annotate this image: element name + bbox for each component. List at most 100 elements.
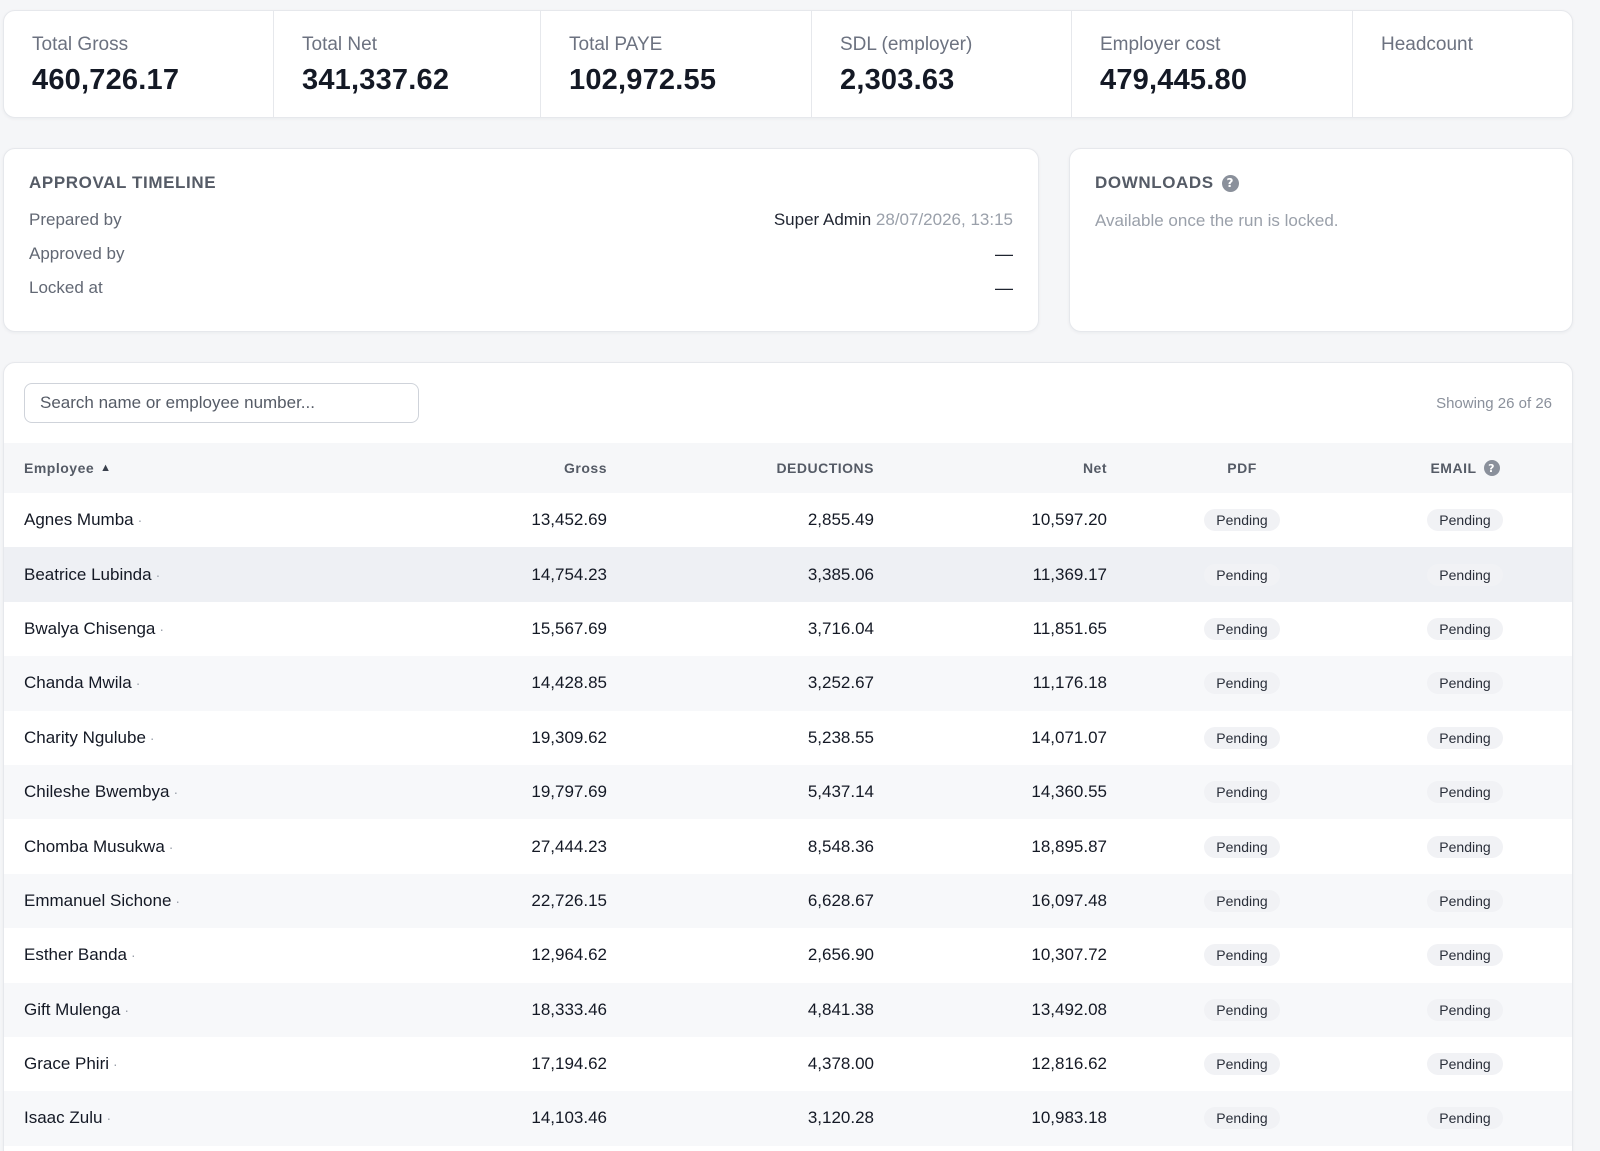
gross-cell: 14,103.46: [531, 1108, 607, 1128]
employee-name[interactable]: Chileshe Bwembya: [24, 782, 170, 802]
employee-name[interactable]: Chomba Musukwa: [24, 836, 165, 856]
table-row[interactable]: Charity Ngulube · 19,309.62 5,238.55 14,071.…: [4, 711, 1572, 765]
net-cell: 11,851.65: [1032, 618, 1107, 638]
email-status-cell: Pending: [1410, 602, 1520, 656]
gross-cell: 15,567.69: [531, 618, 607, 638]
search-input[interactable]: [24, 383, 419, 423]
employee-name[interactable]: Bwalya Chisenga: [24, 618, 156, 638]
email-status-cell: Pending: [1410, 819, 1520, 873]
email-status-badge: Pending: [1427, 672, 1503, 695]
deductions-cell: 3,716.04: [807, 618, 874, 638]
employee-name[interactable]: Chanda Mwila: [24, 673, 132, 693]
email-header-label: EMAIL: [1430, 460, 1477, 476]
table-header: Employee ▲ Gross DEDUCTIONS Net PDF EMAI…: [4, 443, 1572, 493]
column-header-gross[interactable]: Gross: [564, 460, 607, 476]
column-header-deductions[interactable]: DEDUCTIONS: [776, 460, 874, 476]
email-status-badge: Pending: [1427, 998, 1503, 1021]
gross-cell: 17,194.62: [531, 1054, 607, 1074]
separator-dot-icon: ·: [175, 892, 181, 909]
pdf-status-cell: Pending: [1187, 711, 1297, 765]
email-status-badge: Pending: [1427, 944, 1503, 967]
email-status-cell: Pending: [1410, 983, 1520, 1037]
separator-dot-icon: ·: [137, 512, 143, 529]
employee-cell: Chomba Musukwa ·: [24, 819, 173, 873]
approved-by-label: Approved by: [29, 244, 125, 263]
table-row[interactable]: Grace Phiri · 17,194.62 4,378.00 12,816.62 Pe…: [4, 1037, 1572, 1091]
approval-timeline-title: APPROVAL TIMELINE: [29, 173, 217, 192]
column-header-employee[interactable]: Employee ▲: [24, 443, 112, 493]
table-row[interactable]: Isaac Zulu · 14,103.46 3,120.28 10,983.18 Pen…: [4, 1091, 1572, 1146]
gross-cell: 22,726.15: [531, 890, 607, 910]
employee-name[interactable]: Charity Ngulube: [24, 727, 146, 747]
stat-employer-cost: Employer cost 479,445.80: [1072, 11, 1353, 117]
showing-count: Showing 26 of 26: [1436, 395, 1552, 412]
pdf-status-cell: Pending: [1187, 765, 1297, 819]
employee-name[interactable]: Gift Mulenga: [24, 999, 121, 1019]
employee-header-label: Employee: [24, 460, 95, 476]
column-header-email: EMAIL ?: [1410, 443, 1520, 493]
email-status-cell: Pending: [1410, 547, 1520, 601]
employee-name[interactable]: Grace Phiri: [24, 1054, 110, 1074]
pdf-status-badge: Pending: [1204, 781, 1280, 804]
table-row[interactable]: Emmanuel Sichone · 22,726.15 6,628.67 16,097…: [4, 873, 1572, 929]
stat-value: 479,445.80: [1100, 64, 1248, 96]
deductions-cell: 3,385.06: [807, 564, 874, 584]
employee-name[interactable]: Esther Banda: [24, 945, 128, 965]
downloads-message: Available once the run is locked.: [1095, 211, 1339, 230]
email-status-badge: Pending: [1427, 835, 1503, 858]
deductions-cell: 6,628.67: [807, 890, 874, 910]
pdf-status-badge: Pending: [1204, 1107, 1280, 1130]
stat-label: Total Gross: [32, 34, 129, 55]
pdf-status-badge: Pending: [1204, 563, 1280, 586]
email-status-badge: Pending: [1427, 1107, 1503, 1130]
table-row[interactable]: Agnes Mumba · 13,452.69 2,855.49 10,597.20 Pe…: [4, 493, 1572, 547]
approval-timeline-card: APPROVAL TIMELINE Prepared by Super Admi…: [3, 148, 1039, 332]
separator-dot-icon: ·: [159, 620, 165, 637]
net-cell: 10,983.18: [1031, 1108, 1107, 1128]
email-status-cell: Pending: [1410, 493, 1520, 547]
pdf-status-badge: Pending: [1204, 944, 1280, 967]
employee-cell: Chanda Mwila ·: [24, 656, 140, 710]
payslip-table-card: Showing 26 of 26 Employee ▲ Gross DEDUCT…: [3, 362, 1573, 1151]
email-status-cell: Pending: [1410, 656, 1520, 710]
separator-dot-icon: ·: [131, 947, 136, 964]
table-row[interactable]: Beatrice Lubinda · 14,754.23 3,385.06 11,369…: [4, 547, 1572, 602]
deductions-cell: 2,855.49: [807, 510, 874, 530]
table-row[interactable]: Chomba Musukwa · 27,444.23 8,548.36 18,895.8…: [4, 819, 1572, 873]
table-row[interactable]: Chileshe Bwembya · 19,797.69 5,437.14 14,360…: [4, 764, 1572, 820]
email-status-cell: Pending: [1410, 711, 1520, 765]
separator-dot-icon: ·: [155, 566, 161, 583]
locked-at-value: —: [995, 277, 1013, 298]
table-row[interactable]: Chanda Mwila · 14,428.85 3,252.67 11,176.18 P…: [4, 656, 1572, 711]
table-row[interactable]: Gift Mulenga · 18,333.46 4,841.38 13,492.08 P…: [4, 982, 1572, 1037]
deductions-cell: 5,437.14: [807, 782, 874, 802]
column-header-pdf: PDF: [1227, 460, 1257, 476]
employee-name[interactable]: Emmanuel Sichone: [24, 890, 172, 910]
column-header-net[interactable]: Net: [1082, 460, 1107, 476]
sort-ascending-icon: ▲: [100, 462, 112, 474]
employee-cell: Gift Mulenga ·: [24, 983, 129, 1037]
employee-name[interactable]: Beatrice Lubinda: [24, 564, 152, 584]
net-cell: 14,071.07: [1031, 727, 1107, 747]
gross-cell: 12,964.62: [531, 945, 607, 965]
pdf-status-cell: Pending: [1187, 983, 1297, 1037]
deductions-cell: 3,120.28: [807, 1108, 874, 1128]
table-row[interactable]: Esther Banda · 12,964.62 2,656.90 10,307.72 P…: [4, 928, 1572, 982]
table-row[interactable]: Bwalya Chisenga · 15,567.69 3,716.04 11,851.…: [4, 602, 1572, 656]
help-icon[interactable]: ?: [1483, 460, 1500, 476]
employee-name[interactable]: Agnes Mumba: [24, 510, 134, 530]
table-body: Agnes Mumba · 13,452.69 2,855.49 10,597.20 Pe…: [4, 493, 1572, 1146]
net-cell: 16,097.48: [1031, 890, 1107, 910]
email-status-cell: Pending: [1410, 874, 1520, 928]
pdf-status-badge: Pending: [1204, 1053, 1280, 1076]
help-icon[interactable]: ?: [1221, 174, 1239, 192]
email-status-badge: Pending: [1427, 617, 1503, 640]
stat-value: 341,337.62: [302, 64, 450, 96]
pdf-status-badge: Pending: [1204, 617, 1280, 640]
employee-name[interactable]: Isaac Zulu: [24, 1108, 103, 1128]
deductions-cell: 2,656.90: [807, 945, 874, 965]
downloads-card: DOWNLOADS ? Available once the run is lo…: [1069, 148, 1573, 332]
employee-cell: Esther Banda ·: [24, 928, 136, 982]
stat-sdl-employer: SDL (employer) 2,303.63: [812, 11, 1072, 117]
pdf-status-cell: Pending: [1187, 547, 1297, 601]
